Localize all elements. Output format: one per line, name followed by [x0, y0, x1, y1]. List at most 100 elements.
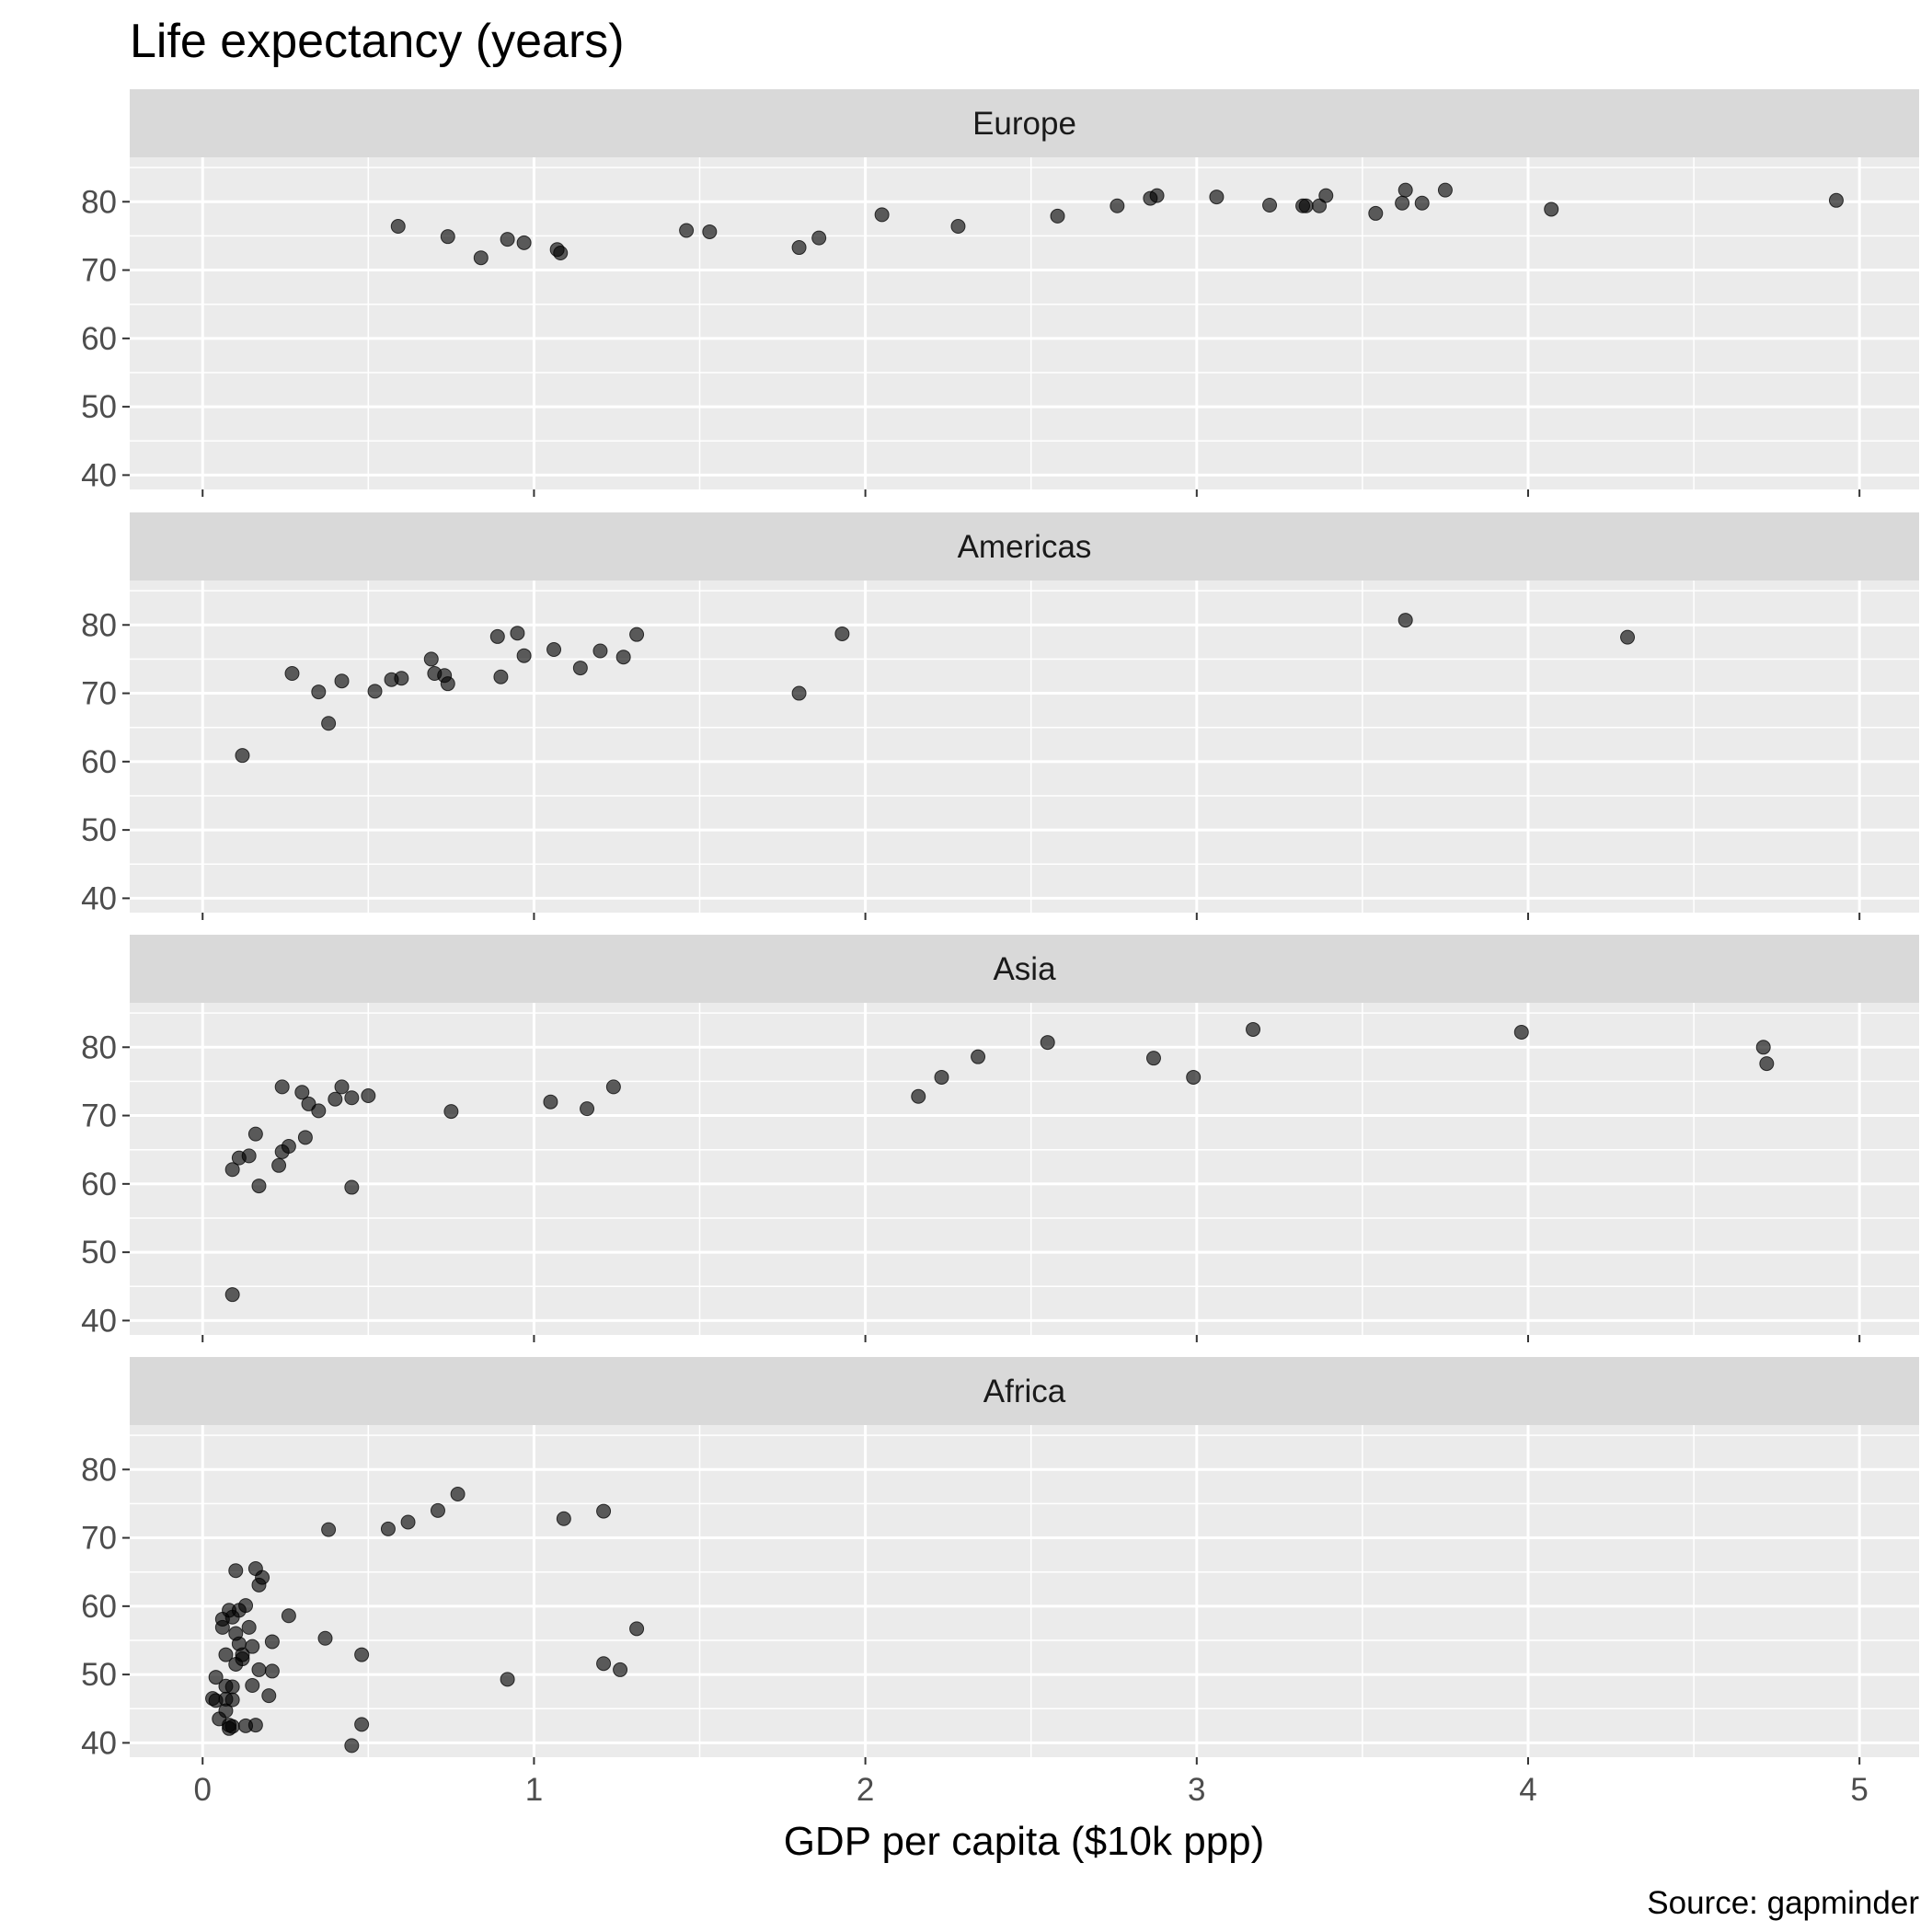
data-point — [443, 1104, 459, 1120]
data-point — [224, 1679, 240, 1695]
data-point — [423, 651, 439, 667]
data-point — [516, 648, 532, 663]
x-axis: 0 1 2 3 4 5 — [194, 1772, 1869, 1808]
data-point — [264, 1634, 280, 1650]
y-tick-label: 80 — [81, 607, 117, 643]
data-point — [592, 643, 608, 659]
data-point — [328, 1091, 343, 1107]
data-point — [1318, 188, 1334, 203]
data-point — [613, 1662, 628, 1677]
data-point — [361, 1088, 376, 1104]
y-tick-label: 50 — [81, 1657, 117, 1693]
data-point — [516, 235, 532, 250]
data-point — [208, 1670, 224, 1685]
data-point — [241, 1148, 257, 1164]
facet-americas: Americas 40 50 60 70 80 — [81, 512, 1919, 920]
data-point — [834, 626, 850, 641]
panel-background — [130, 1003, 1919, 1335]
data-point — [572, 661, 588, 676]
x-tick-label: 2 — [857, 1772, 874, 1808]
panel-background — [130, 1425, 1919, 1757]
data-point — [311, 684, 327, 700]
data-point — [1513, 1024, 1529, 1040]
data-point — [235, 748, 250, 764]
y-tick-label: 40 — [81, 1725, 117, 1761]
data-point — [245, 1639, 260, 1654]
data-point — [553, 245, 569, 260]
data-point — [580, 1101, 595, 1117]
data-point — [500, 232, 515, 247]
data-point — [274, 1079, 290, 1095]
data-point — [629, 627, 645, 642]
x-tick-label: 4 — [1519, 1772, 1536, 1808]
data-point — [354, 1717, 370, 1732]
data-point — [510, 626, 525, 641]
data-point — [489, 628, 505, 644]
data-point — [1414, 195, 1430, 211]
data-point — [321, 716, 337, 731]
data-point — [1368, 205, 1384, 221]
data-point — [615, 650, 631, 665]
data-point — [251, 1179, 267, 1194]
facet-strip-label: Africa — [983, 1374, 1066, 1409]
facet-strip — [130, 1357, 1919, 1425]
data-point — [1110, 198, 1125, 213]
data-point — [629, 1621, 645, 1637]
data-point — [605, 1079, 621, 1095]
y-tick-label: 50 — [81, 389, 117, 425]
data-point — [971, 1049, 986, 1064]
facet-strip-label: Asia — [993, 951, 1056, 987]
data-point — [440, 676, 455, 692]
x-tick-label: 3 — [1188, 1772, 1205, 1808]
data-point — [911, 1088, 926, 1104]
data-point — [228, 1563, 244, 1579]
data-point — [224, 1692, 240, 1708]
data-point — [1246, 1021, 1261, 1037]
data-point — [811, 230, 827, 246]
data-point — [1759, 1056, 1775, 1072]
data-point — [311, 1103, 327, 1119]
panel-background — [130, 157, 1919, 489]
facet-strip-label: Americas — [958, 529, 1092, 565]
y-tick-label: 40 — [81, 880, 117, 916]
facet-europe: Europe 40 50 60 70 80 — [81, 89, 1919, 497]
data-point — [218, 1647, 234, 1662]
data-point — [1312, 198, 1328, 213]
data-point — [224, 1287, 240, 1303]
data-point — [400, 1514, 416, 1530]
data-point — [543, 1094, 558, 1110]
data-point — [791, 240, 807, 256]
y-tick-label: 40 — [81, 1303, 117, 1339]
x-axis-title: GDP per capita ($10k ppp) — [784, 1819, 1265, 1864]
facet-strip — [130, 89, 1919, 157]
data-point — [251, 1662, 267, 1677]
data-point — [450, 1487, 466, 1502]
y-tick-label: 60 — [81, 1589, 117, 1625]
data-point — [354, 1647, 370, 1662]
data-point — [344, 1738, 360, 1754]
data-point — [317, 1630, 333, 1646]
x-tick-label: 5 — [1850, 1772, 1868, 1808]
data-point — [218, 1703, 234, 1719]
data-point — [702, 224, 718, 239]
y-tick-label: 50 — [81, 812, 117, 848]
data-point — [1397, 182, 1413, 198]
data-point — [344, 1090, 360, 1106]
data-point — [321, 1522, 337, 1537]
chart-title: Life expectancy (years) — [130, 15, 625, 68]
data-point — [247, 1126, 263, 1142]
data-point — [1209, 190, 1225, 205]
data-point — [1262, 197, 1278, 213]
data-point — [1620, 629, 1636, 645]
y-tick-label: 40 — [81, 457, 117, 493]
chart-caption: Source: gapminder — [1647, 1885, 1919, 1921]
data-point — [1395, 195, 1410, 211]
facet-asia: Asia 40 50 60 70 80 — [81, 935, 1919, 1342]
data-point — [500, 1672, 515, 1687]
data-point — [950, 219, 966, 235]
data-point — [1050, 208, 1065, 224]
data-point — [238, 1598, 254, 1614]
x-tick-label: 1 — [525, 1772, 543, 1808]
data-point — [1186, 1069, 1202, 1085]
